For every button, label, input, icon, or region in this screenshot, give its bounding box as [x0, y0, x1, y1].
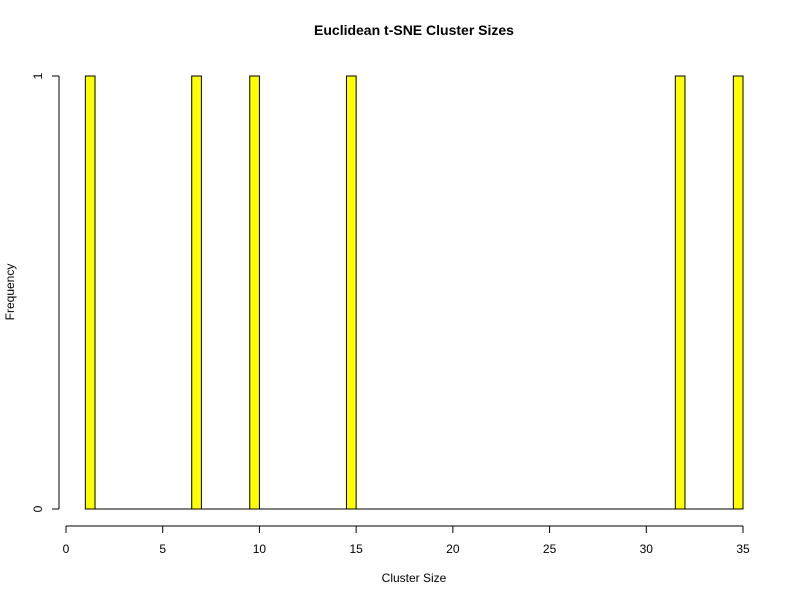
- histogram-bar: [191, 75, 202, 510]
- histogram-bar: [732, 75, 744, 510]
- histogram-bars: [84, 75, 744, 510]
- y-tick-label: 0: [31, 505, 45, 512]
- x-tick-label: 10: [253, 542, 267, 556]
- histogram-bar: [674, 75, 686, 510]
- y-axis: 01: [31, 72, 60, 512]
- x-tick-label: 0: [63, 542, 70, 556]
- y-axis-label: Frequency: [3, 264, 17, 321]
- x-axis: 0 5 10 15 20 25 30 35: [63, 525, 750, 556]
- x-axis-label: Cluster Size: [382, 571, 447, 585]
- x-tick-label: 35: [736, 542, 750, 556]
- x-tick-label: 30: [640, 542, 654, 556]
- x-tick-label: 25: [543, 542, 557, 556]
- chart-title: Euclidean t-SNE Cluster Sizes: [314, 22, 514, 38]
- histogram-bar: [84, 75, 96, 510]
- histogram-bar: [249, 75, 260, 510]
- x-tick-label: 5: [159, 542, 166, 556]
- x-tick-label: 20: [446, 542, 460, 556]
- y-tick-label: 1: [31, 72, 45, 79]
- histogram-bar: [345, 75, 357, 510]
- x-tick-label: 15: [349, 542, 363, 556]
